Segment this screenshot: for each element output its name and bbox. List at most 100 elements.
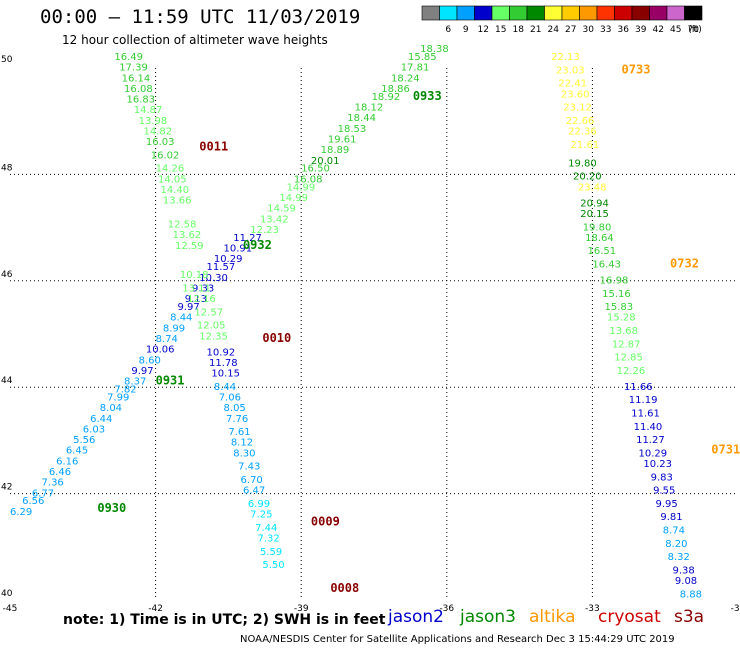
wave-height-point: 23.60 xyxy=(561,89,590,100)
wave-height-point: 19.80 xyxy=(568,158,597,169)
wave-height-point: 13.42 xyxy=(260,214,289,225)
wave-height-point: 8.44 xyxy=(214,382,236,393)
colorbar-label: 27 xyxy=(565,25,576,35)
wave-height-point: 8.99 xyxy=(163,323,185,334)
track-time-label: 0731 xyxy=(711,443,740,457)
wave-height-point: 7.44 xyxy=(255,523,277,534)
wave-height-point: 8.37 xyxy=(124,377,146,388)
wave-height-point: 16.50 xyxy=(301,164,330,175)
wave-height-point: 12.23 xyxy=(250,225,279,236)
legend-jason2: jason2 xyxy=(388,607,444,627)
wave-height-point: 8.32 xyxy=(668,552,690,563)
colorbar-label: 42 xyxy=(653,25,664,35)
wave-height-point: 6.56 xyxy=(22,496,44,507)
colorbar-label: 21 xyxy=(530,25,541,35)
wave-height-point: 22.66 xyxy=(566,116,595,127)
track-time-label: 0932 xyxy=(243,238,272,252)
y-tick-label: 48 xyxy=(1,163,13,173)
wave-height-point: 6.47 xyxy=(243,486,265,497)
wave-height-point: 8.88 xyxy=(680,589,702,600)
wave-height-point: 14.59 xyxy=(267,204,296,215)
wave-height-point: 14.26 xyxy=(156,164,185,175)
wave-height-point: 18.12 xyxy=(355,103,384,114)
wave-height-point: 14.99 xyxy=(287,182,316,193)
x-tick-label: -30 xyxy=(731,604,740,612)
colorbar-label: 24 xyxy=(548,25,560,35)
track-time-label: 0011 xyxy=(199,139,228,153)
wave-height-point: 6.70 xyxy=(241,475,263,486)
wave-height-point: 16.08 xyxy=(124,84,153,95)
wave-height-point: 12.57 xyxy=(194,307,223,318)
colorbar-label: 70 xyxy=(688,25,700,35)
x-tick-label: -45 xyxy=(3,604,18,612)
wave-height-point: 12.59 xyxy=(175,241,204,252)
colorbar-label: 30 xyxy=(583,25,595,35)
wave-height-point: 6.16 xyxy=(56,456,78,467)
wave-height-point: 8.30 xyxy=(233,448,255,459)
wave-height-point: 12.16 xyxy=(187,294,216,305)
wave-height-point: 10.30 xyxy=(199,273,228,284)
wave-height-point: 15.28 xyxy=(607,313,636,324)
wave-height-point: 8.04 xyxy=(100,403,122,414)
wave-height-point: 7.82 xyxy=(114,385,136,396)
legend-cryosat: cryosat xyxy=(598,607,661,627)
wave-height-point: 18.53 xyxy=(338,124,367,135)
colorbar-label: 45 xyxy=(670,25,681,35)
track-time-label: 0733 xyxy=(622,62,651,76)
track-time-label: 0010 xyxy=(262,331,291,345)
legend-s3a: s3a xyxy=(674,607,705,627)
wave-height-point: 6.03 xyxy=(83,424,105,435)
wave-height-point: 16.51 xyxy=(588,246,617,257)
wave-height-point: 8.05 xyxy=(224,403,246,414)
track-time-label: 0930 xyxy=(97,501,126,515)
wave-height-point: 10.91 xyxy=(224,244,253,255)
wave-height-point: 8.74 xyxy=(663,526,685,537)
wave-height-point: 15.83 xyxy=(605,302,634,313)
wave-height-point: 13.66 xyxy=(163,196,192,207)
y-tick-label: 42 xyxy=(1,483,12,493)
colorbar-swatch xyxy=(684,5,703,21)
wave-height-point: 21.61 xyxy=(571,140,600,151)
wave-height-point: 14.05 xyxy=(158,174,187,185)
track-time-label: 0008 xyxy=(330,581,359,595)
wave-height-point: 20.15 xyxy=(580,209,609,220)
wave-height-point: 11.57 xyxy=(207,262,236,273)
wave-height-point: 6.99 xyxy=(248,499,270,510)
legend-altika: altika xyxy=(529,607,576,627)
color-legend: 6 9 12 15 18 21 24 27 30 33 36 39 42 45 70(ft) xyxy=(421,5,703,35)
wave-height-point: 17.81 xyxy=(401,63,430,74)
wave-height-point: 7.76 xyxy=(226,414,248,425)
x-tick-label: -36 xyxy=(439,604,454,612)
wave-height-point: 10.23 xyxy=(643,459,672,470)
wave-height-point: 23.12 xyxy=(563,103,592,114)
colorbar-label: 33 xyxy=(600,25,611,35)
wave-height-point: 18.38 xyxy=(420,44,449,55)
wave-height-point: 6.77 xyxy=(32,488,54,499)
wave-height-point: 18.92 xyxy=(372,92,401,103)
wave-height-point: 15.85 xyxy=(408,52,437,63)
y-tick-label: 46 xyxy=(1,270,13,280)
wave-height-point: 6.44 xyxy=(90,414,112,425)
wave-height-point: 16.49 xyxy=(114,52,143,63)
wave-height-point: 13.68 xyxy=(609,326,638,337)
wave-height-point: 6.45 xyxy=(66,446,88,457)
wave-height-point: 10.15 xyxy=(211,369,240,380)
page-title: 00:00 – 11:59 UTC 11/03/2019 xyxy=(40,6,361,28)
wave-height-point: 9.83 xyxy=(651,472,673,483)
wave-height-point: 9.81 xyxy=(660,512,682,523)
colorbar-label: 15 xyxy=(495,25,506,35)
wave-height-point: 13.11 xyxy=(182,283,211,294)
wave-height-point: 9.97 xyxy=(177,302,199,313)
colorbar-unit: (ft) xyxy=(688,25,702,35)
wave-height-point: 20.01 xyxy=(311,156,340,167)
wave-height-point: 9.55 xyxy=(653,486,675,497)
y-tick-label: 40 xyxy=(1,589,13,599)
wave-height-point: 18.86 xyxy=(381,84,410,95)
colorbar-label: 6 xyxy=(445,25,451,35)
wave-height-point: 5.59 xyxy=(260,547,282,558)
wave-height-point: 16.02 xyxy=(151,150,180,161)
colorbar-label: 36 xyxy=(618,25,630,35)
wave-height-point: 8.74 xyxy=(156,334,178,345)
wave-height-point: 9.38 xyxy=(672,565,694,576)
wave-height-point: 12.26 xyxy=(617,366,646,377)
